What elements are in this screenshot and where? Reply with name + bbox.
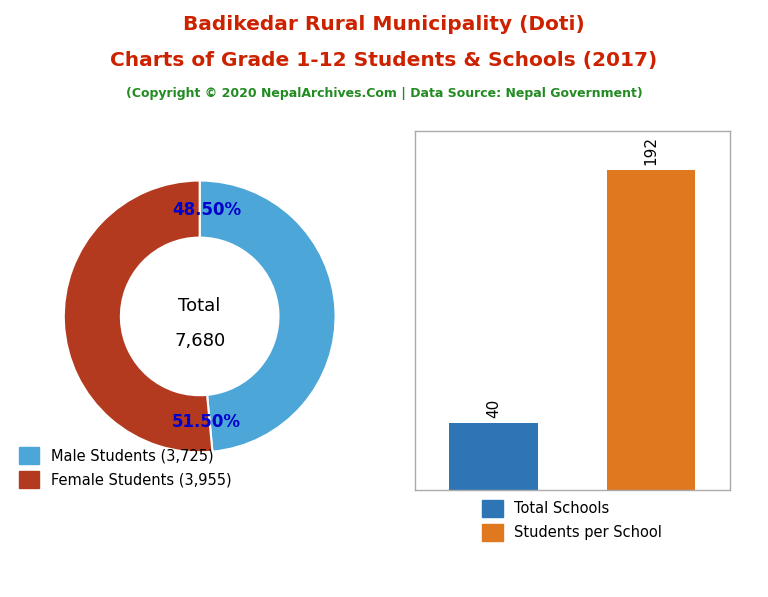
Text: Badikedar Rural Municipality (Doti): Badikedar Rural Municipality (Doti)	[183, 15, 585, 34]
Text: 48.50%: 48.50%	[172, 201, 241, 220]
Text: (Copyright © 2020 NepalArchives.Com | Data Source: Nepal Government): (Copyright © 2020 NepalArchives.Com | Da…	[126, 87, 642, 100]
Legend: Total Schools, Students per School: Total Schools, Students per School	[476, 494, 668, 547]
Wedge shape	[200, 180, 336, 452]
Text: 7,680: 7,680	[174, 332, 225, 350]
Legend: Male Students (3,725), Female Students (3,955): Male Students (3,725), Female Students (…	[12, 441, 237, 494]
Text: 40: 40	[486, 399, 501, 418]
Bar	[607, 170, 695, 490]
Text: Total: Total	[178, 297, 221, 315]
Wedge shape	[64, 180, 213, 453]
Text: 51.50%: 51.50%	[172, 413, 241, 432]
Text: Charts of Grade 1-12 Students & Schools (2017): Charts of Grade 1-12 Students & Schools …	[111, 51, 657, 70]
Bar	[449, 423, 538, 490]
Text: 192: 192	[644, 136, 658, 165]
